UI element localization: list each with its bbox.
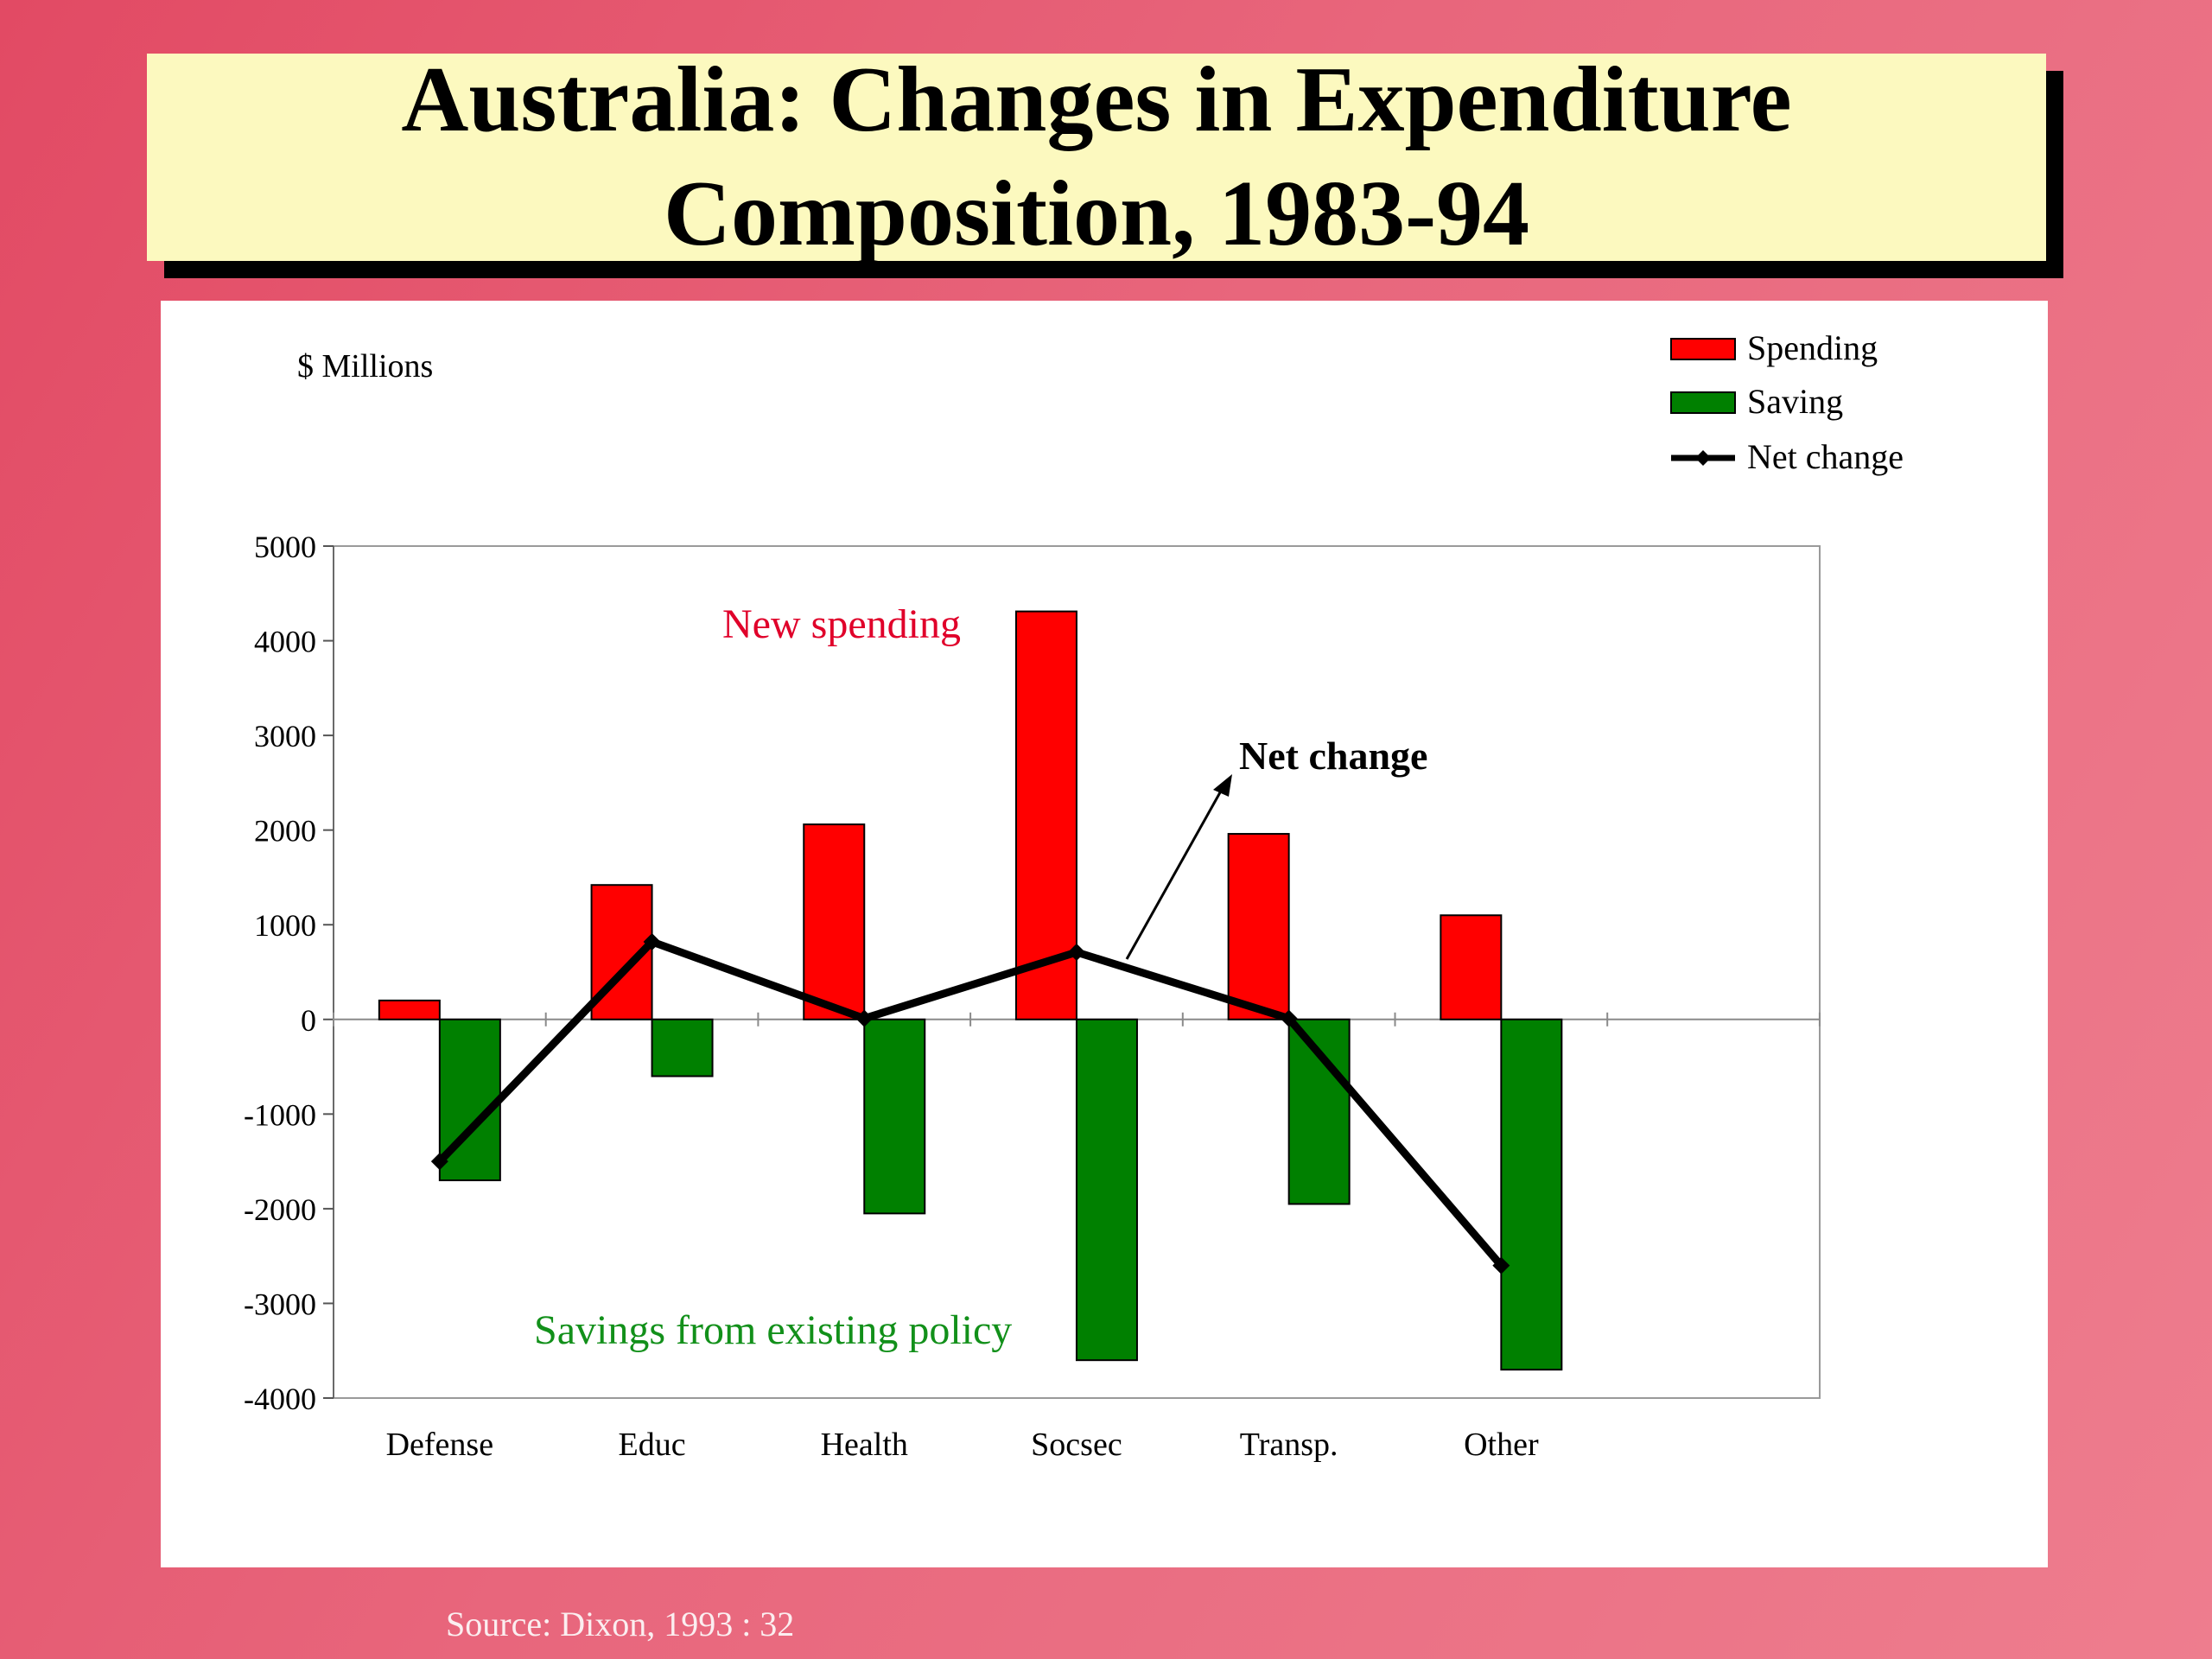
saving-bar [651,1018,714,1077]
net-change-line [436,938,1504,1268]
annotation-arrow-shaft [1125,785,1225,960]
x-tick-label: Educ [619,1427,686,1463]
legend-swatch-spending [1670,338,1736,360]
legend-label-saving: Saving [1747,382,1843,421]
saving-bar [1500,1018,1563,1371]
source-note: Source: Dixon, 1993 : 32 [446,1605,795,1643]
spending-bar [378,999,441,1020]
y-tick-label: 2000 [254,814,316,849]
saving-bar [1075,1018,1138,1362]
annotation-savings: Savings from existing policy [534,1307,1012,1353]
chart-panel: 5000 4000 3000 2000 1000 0 -1000 -2000 -3000 -400… [161,301,2048,1567]
net-change-point [1492,1256,1510,1274]
legend-swatch-saving [1670,391,1736,414]
net-change-point [430,1153,448,1171]
bars-layer [378,610,1563,1371]
labels-layer: 5000 4000 3000 2000 1000 0 -1000 -2000 -3000 -400… [244,348,1539,1463]
legend-label-spending: Spending [1747,328,1878,367]
legend: Spending Saving Net change [1670,328,1904,476]
x-tick-label: Socsec [1031,1427,1122,1463]
y-tick-label: 0 [301,1003,316,1038]
net-change-point [643,932,661,950]
net-change-line-layer [430,932,1510,1274]
y-tick-label: 5000 [254,530,316,564]
title-box: Australia: Changes in Expenditure Compos… [147,48,2046,265]
y-tick-label: 4000 [254,625,316,659]
y-tick-label: -1000 [244,1097,316,1132]
x-tick-label: Transp. [1240,1427,1338,1463]
net-change-point [1280,1009,1298,1027]
net-change-point [1067,943,1085,961]
x-tick-label: Health [821,1427,908,1463]
legend-label-net-change: Net change [1747,437,1904,476]
saving-bar [863,1018,926,1215]
y-tick-label: -3000 [244,1287,316,1321]
y-axis-label: $ Millions [297,348,433,385]
net-change-point [855,1009,874,1027]
y-tick-label: -2000 [244,1192,316,1227]
annotation-new-spending: New spending [722,601,961,647]
annotation-arrow-head [1213,774,1232,797]
slide-title: Australia: Changes in Expenditure Compos… [401,48,1792,265]
y-tick-label: -4000 [244,1382,316,1416]
saving-bar [1287,1018,1351,1205]
spending-bar [803,823,866,1020]
x-tick-label: Defense [386,1427,493,1463]
spending-bar [1227,833,1290,1020]
legend-marker-net-change [1695,450,1711,466]
annotation-net-change: Net change [1239,734,1427,778]
x-tick-label: Other [1464,1427,1539,1463]
y-tick-label: 3000 [254,719,316,753]
spending-bar [1440,914,1503,1020]
y-tick-label: 1000 [254,908,316,943]
chart-svg: 5000 4000 3000 2000 1000 0 -1000 -2000 -3000 -400… [244,328,1904,1463]
